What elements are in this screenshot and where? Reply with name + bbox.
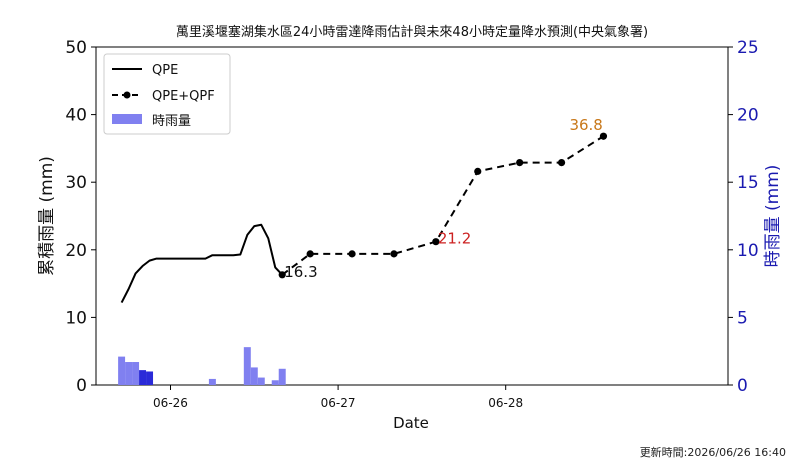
axes-ticks: 0 10 20 30 40 50 0 5 10 15 20 25 06-26 06-27 06-28 <box>65 38 758 410</box>
y-tick-label-left: 30 <box>65 173 87 193</box>
hourly-rain-bars <box>118 347 286 385</box>
x-axis-label: Date <box>393 414 429 432</box>
hourly-rain-bar <box>271 380 279 385</box>
y-tick-label-left: 10 <box>65 308 87 328</box>
qpe-qpf-point <box>599 132 608 140</box>
y-tick-label-left: 20 <box>65 241 87 261</box>
x-tick-label: 06-27 <box>321 396 356 410</box>
y-axis-label-left: 累積雨量 (mm) <box>37 156 57 276</box>
data-label: 16.3 <box>284 263 317 281</box>
qpe-qpf-point <box>432 238 440 246</box>
hourly-rain-bar <box>125 362 133 385</box>
x-tick-label: 06-26 <box>153 396 188 410</box>
qpe-qpf-point <box>390 250 398 258</box>
y-tick-label-right: 25 <box>737 38 759 58</box>
update-time: 更新時間:2026/06/26 16:40 <box>639 446 786 459</box>
y-tick-label-left: 40 <box>65 106 87 126</box>
series-lines <box>120 132 608 303</box>
legend-qpf-label: QPE+QPF <box>152 89 215 104</box>
qpe-qpf-point <box>557 159 566 167</box>
qpe-qpf-line <box>281 135 604 276</box>
hourly-rain-bar <box>243 347 251 385</box>
legend-qpe-label: QPE <box>152 63 178 78</box>
hourly-rain-bar <box>208 378 216 385</box>
hourly-rain-bar <box>139 370 147 385</box>
qpe-qpf-point <box>278 271 286 279</box>
qpe-qpf-point <box>306 250 314 258</box>
plot-area <box>95 46 729 386</box>
y-tick-label-right: 5 <box>737 308 748 328</box>
y-axis-label-right: 時雨量 (mm) <box>763 165 783 268</box>
data-annotations: 16.3 21.2 36.8 <box>284 116 603 281</box>
y-tick-label-left: 50 <box>65 38 87 58</box>
legend-bars-swatch <box>112 114 142 124</box>
y-tick-label-left: 0 <box>76 376 87 396</box>
hourly-rain-bar <box>250 367 258 385</box>
legend-bars-label: 時雨量 <box>152 114 191 129</box>
qpe-qpf-point <box>516 159 524 167</box>
hourly-rain-bar <box>278 368 286 385</box>
qpe-qpf-point <box>348 250 356 258</box>
hourly-rain-bar <box>146 371 154 385</box>
y-tick-label-right: 15 <box>737 173 759 193</box>
chart-title: 萬里溪堰塞湖集水區24小時雷達降雨估計與未來48小時定量降水預測(中央氣象署) <box>176 24 648 40</box>
y-tick-label-right: 0 <box>737 376 748 396</box>
y-tick-label-right: 20 <box>737 106 759 126</box>
data-label: 36.8 <box>569 116 602 134</box>
hourly-rain-bar <box>257 377 265 385</box>
x-tick-label: 06-28 <box>488 396 523 410</box>
hourly-rain-bar <box>118 356 126 385</box>
qpe-qpf-point <box>474 167 482 175</box>
hourly-rain-bar <box>132 362 140 385</box>
data-label: 21.2 <box>438 230 471 248</box>
legend: QPE QPE+QPF 時雨量 <box>103 53 231 135</box>
legend-qpf-marker <box>123 91 131 99</box>
y-tick-label-right: 10 <box>737 241 759 261</box>
qpe-line <box>120 223 283 303</box>
